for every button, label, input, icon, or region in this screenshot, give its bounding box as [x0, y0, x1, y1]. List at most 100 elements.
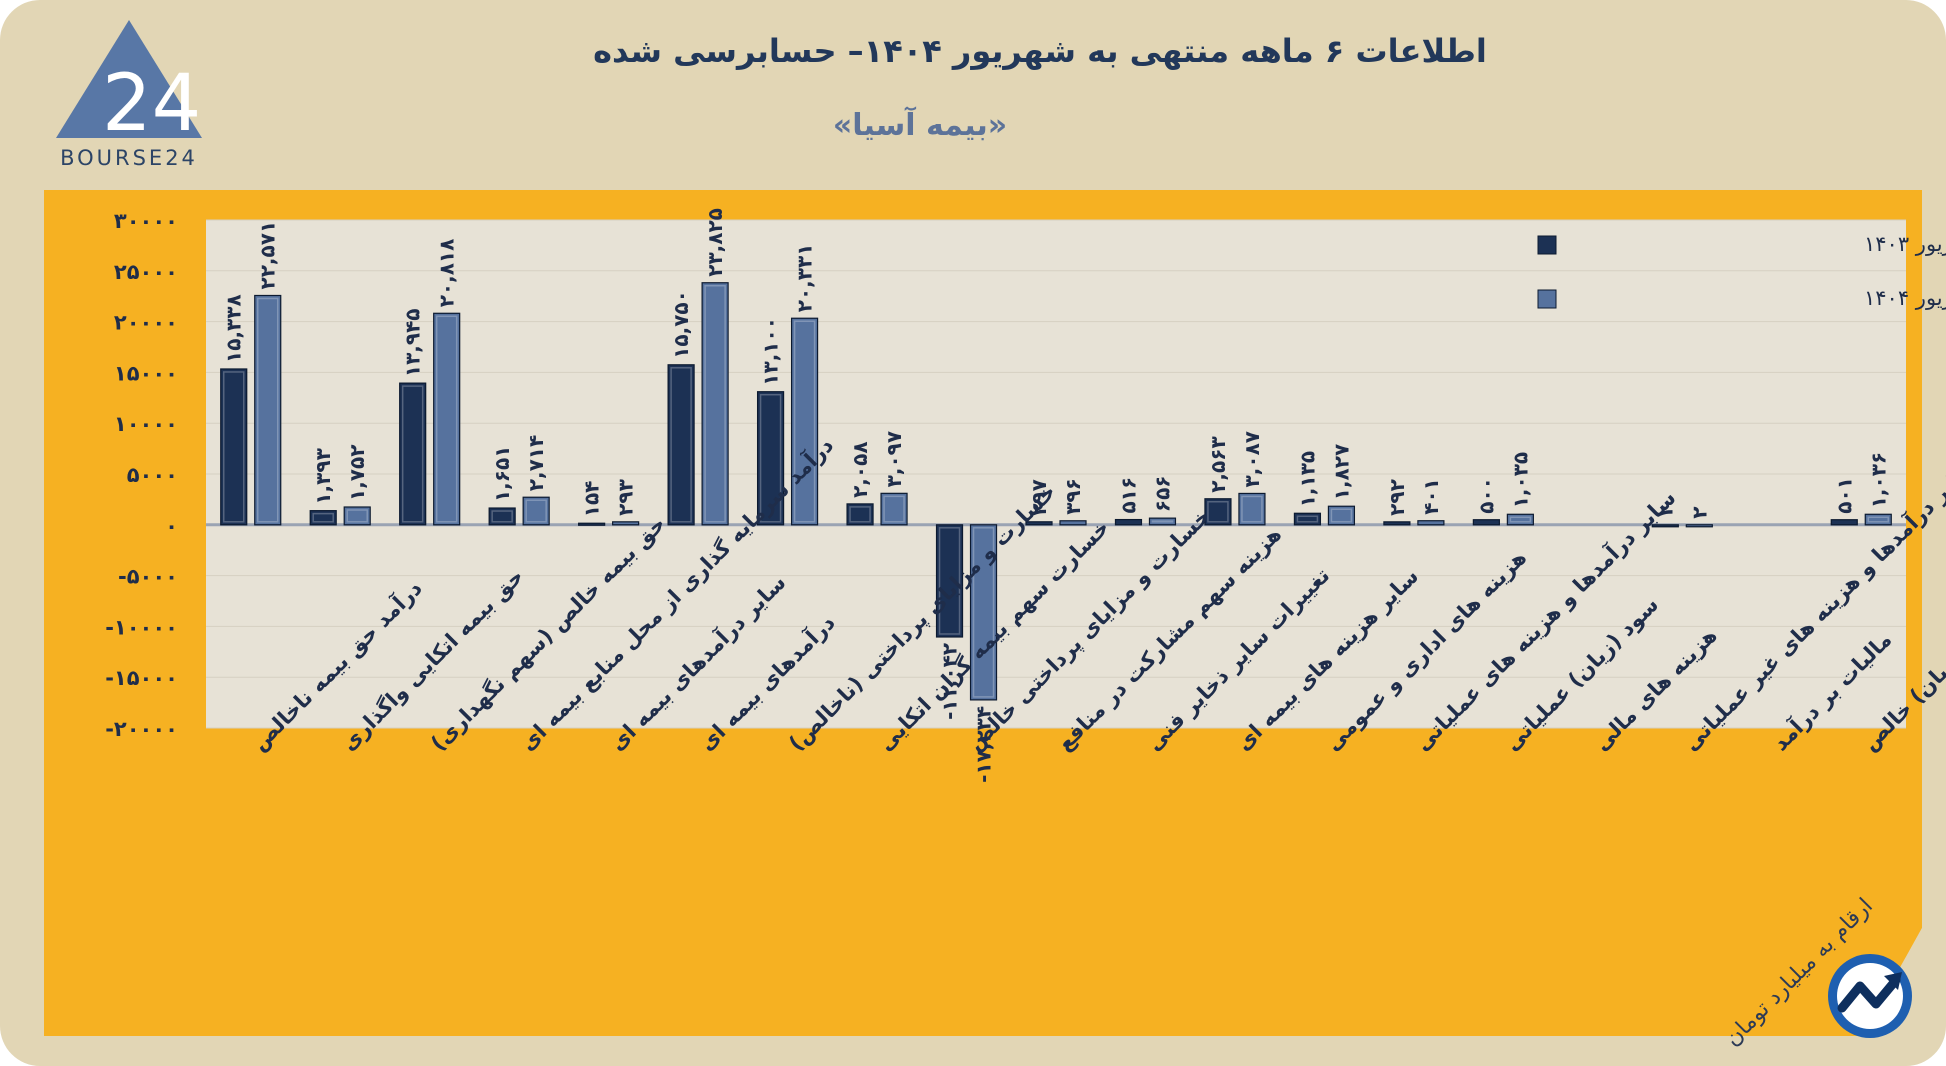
bar-1404: [1506, 513, 1534, 526]
bar-value-label: ۲: [1687, 507, 1711, 519]
bar-1404: [790, 317, 819, 526]
bar-1403: [399, 382, 427, 526]
bar-1404: [433, 312, 461, 526]
bar-bevel: [1151, 520, 1174, 523]
bar-value-label: ۲۲,۵۷۱: [256, 221, 280, 290]
bar-1403: [1472, 519, 1500, 526]
y-tick-label: ۲۵۰۰۰: [114, 260, 178, 284]
bar-1404: [1685, 524, 1713, 528]
bar-1403: [488, 507, 516, 526]
bar-1403: [1651, 524, 1679, 528]
bar-value-label: ۲,۰۵۸: [848, 441, 872, 497]
bar-bevel: [435, 315, 458, 523]
y-axis-ticks: ۳۰۰۰۰ ۲۵۰۰۰ ۲۰۰۰۰ ۱۵۰۰۰ ۱۰۰۰۰ ۵۰۰۰ ۰ -۵۰۰۰ -۱۰۰۰…: [105, 209, 178, 741]
bar-value-label: ۱,۳۹۳: [311, 448, 335, 504]
bar-value-label: ۱: [1653, 507, 1677, 519]
bar-bevel: [759, 393, 782, 523]
bar-1403: [1204, 498, 1232, 526]
bar-1404: [1327, 505, 1356, 526]
bar-value-label: ۲۳,۸۲۵: [703, 208, 727, 277]
bar-1404: [522, 496, 550, 526]
page-subtitle: «بیمه آسیا»: [832, 108, 1008, 143]
bar-1403: [1830, 519, 1858, 526]
bar-1403: [756, 391, 785, 526]
bar-value-label: ۵۰۱: [1832, 477, 1856, 514]
bar-bevel: [525, 499, 547, 523]
bar-value-label: ۵۱۶: [1116, 477, 1140, 514]
bar-value-label: ۱,۰۳۵: [1508, 452, 1532, 508]
bar-bevel: [849, 506, 871, 523]
bar-labels: ۱۵,۳۳۸ ۱,۳۹۳ ۱۳,۹۴۵ ۱,۶۵۱ ۱۵۴ ۱۵,۷۵۰ ۱۳,۱۰۰ ۲,۰…: [222, 208, 1891, 783]
bar-1404: [1148, 517, 1177, 526]
legend-swatch: [1537, 289, 1557, 309]
bar-value-label: ۲۰,۳۳۱: [793, 244, 817, 313]
bar-value-label: ۱,۱۳۵: [1295, 451, 1319, 507]
bar-bevel: [1330, 508, 1353, 523]
bar-bevel: [704, 284, 726, 523]
y-tick-label: ۱۵۰۰۰: [114, 361, 178, 385]
bar-1404: [1059, 520, 1087, 526]
bar-value-label: ۱۳,۱۰۰: [759, 317, 783, 386]
page-title: اطلاعات ۶ ماهه منتهی به شهریور ۱۴۰۴– حسا…: [593, 32, 1487, 70]
bar-1404: [969, 524, 998, 701]
bar-bevel: [1241, 495, 1263, 523]
bar-bevel: [938, 527, 961, 635]
bar-1403: [578, 522, 606, 526]
bar-1403: [1025, 521, 1053, 526]
bar-value-label: ۱,۸۲۷: [1329, 444, 1353, 500]
legend: عملکرد منتهی به شهریور ۱۴۰۳ عملکرد منتهی …: [1537, 232, 1946, 310]
y-tick-label: ۰: [165, 514, 178, 538]
logo-text: BOURSE24: [60, 146, 198, 170]
bar-value-label: ۱۳,۹۴۵: [401, 308, 425, 377]
y-tick-label: -۱۵۰۰۰: [105, 666, 178, 690]
y-tick-label: ۵۰۰۰: [127, 463, 178, 487]
bar-1403: [667, 364, 695, 526]
bar-value-label: ۵۰۰: [1474, 477, 1498, 514]
bar-bevel: [793, 320, 816, 523]
bar-value-label: ۱,۶۵۱: [490, 446, 514, 502]
legend-label: عملکرد منتهی به شهریور ۱۴۰۴: [1864, 286, 1946, 310]
bar-bevel: [222, 371, 245, 523]
bar-value-label: ۳۹۶: [1061, 478, 1085, 515]
bar-value-label: ۱,۰۳۶: [1866, 452, 1890, 508]
bar-bevel: [401, 385, 424, 523]
bars: [220, 282, 1892, 701]
bar-bevel: [256, 297, 279, 523]
bar-bevel: [1509, 516, 1532, 523]
bar-value-label: ۲۰,۸۱۸: [435, 239, 459, 308]
y-tick-label: -۵۰۰۰: [118, 565, 178, 589]
bar-1404: [1238, 492, 1266, 526]
bar-1404: [343, 506, 371, 526]
bar-value-label: ۱۵,۷۵۰: [669, 290, 693, 359]
y-tick-label: ۳۰۰۰۰: [114, 209, 178, 233]
bar-1404: [612, 521, 640, 526]
bar-bevel: [346, 509, 368, 523]
bar-bevel: [1296, 515, 1319, 523]
bar-value-label: ۲۹۳: [614, 479, 638, 516]
bar-bevel: [491, 510, 513, 523]
bar-bevel: [312, 512, 334, 523]
bar-value-label: ۲۹۷: [1027, 479, 1051, 516]
bar-value-label: ۳,۰۸۷: [1240, 431, 1264, 487]
bar-value-label: -۱۱,۰۴۲: [938, 643, 962, 720]
bar-value-label: ۲,۵۶۳: [1206, 436, 1230, 492]
bar-value-label: ۲,۷۱۴: [524, 435, 548, 491]
bar-value-label: ۱۵۴: [580, 481, 604, 518]
logo-numerals: 24: [102, 59, 201, 149]
trend-logo-icon: [1828, 954, 1912, 1038]
bar-1403: [1383, 521, 1411, 526]
y-tick-label: ۲۰۰۰۰: [114, 311, 178, 335]
bar-bevel: [883, 495, 905, 523]
bar-bevel: [1207, 501, 1229, 523]
bar-1404: [701, 282, 729, 526]
bar-value-label: ۴۰۱: [1419, 478, 1443, 515]
bar-bevel: [972, 527, 995, 698]
legend-swatch: [1537, 235, 1557, 255]
bar-1404: [1417, 520, 1445, 526]
bar-1404: [254, 294, 282, 526]
y-tick-label: -۱۰۰۰۰: [105, 615, 178, 639]
bar-1403: [1114, 518, 1143, 526]
bar-1403: [220, 368, 248, 526]
bar-value-label: ۲۹۲: [1385, 479, 1409, 516]
